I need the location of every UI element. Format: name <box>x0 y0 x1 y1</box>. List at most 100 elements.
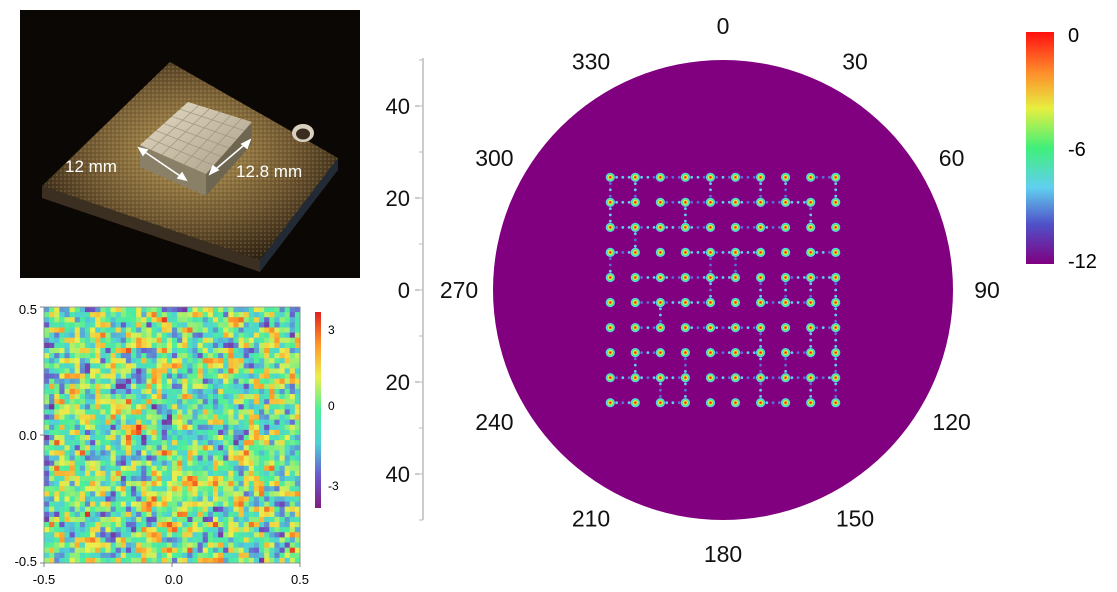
phase-cell <box>177 470 183 477</box>
phase-cell <box>115 358 122 364</box>
side-lobe <box>715 251 719 254</box>
side-lobe <box>665 401 669 405</box>
phase-cell <box>289 399 296 405</box>
phase-cell <box>228 475 234 482</box>
phase-cell <box>49 450 55 456</box>
phase-cell <box>259 491 265 497</box>
phase-cell <box>187 501 193 508</box>
phase-cell <box>202 445 209 451</box>
phase-cell <box>264 307 270 313</box>
phase-cell <box>105 424 111 431</box>
phase-cell <box>100 317 106 323</box>
phase-cell <box>136 409 142 415</box>
phase-cell <box>294 394 301 400</box>
phase-cell <box>136 475 142 482</box>
phase-cell <box>90 511 96 518</box>
phase-cell <box>269 353 275 359</box>
phase-cell <box>54 475 60 482</box>
phase-cell <box>146 491 152 497</box>
phase-cell <box>161 358 168 364</box>
phase-cell <box>289 450 296 456</box>
phase-cell <box>172 337 178 344</box>
phase-cell <box>269 347 275 354</box>
phase-cell <box>120 557 127 564</box>
phase-cell <box>49 388 55 395</box>
phase-cell <box>218 440 224 446</box>
phase-cell <box>279 491 286 497</box>
phase-cell <box>294 409 301 415</box>
phase-cell <box>115 435 122 441</box>
phase-cell <box>141 542 147 549</box>
phase-cell <box>207 460 214 467</box>
phase-cell <box>259 322 265 328</box>
phase-cell <box>264 312 270 318</box>
beam-spot <box>831 272 841 283</box>
phase-cell <box>248 501 255 508</box>
phase-cell <box>243 419 250 426</box>
phase-cell <box>166 522 173 528</box>
phase-cell <box>279 552 286 559</box>
phase-cell <box>59 440 65 446</box>
phase-cell <box>192 532 198 538</box>
phase-cell <box>182 450 188 456</box>
phase-cell <box>44 332 50 339</box>
beam-spot <box>680 272 690 283</box>
side-lobe <box>790 276 794 279</box>
phase-colorbar-tick: 0 <box>328 399 335 413</box>
phase-cell <box>264 470 270 477</box>
phase-cell <box>136 373 142 380</box>
phase-cell <box>84 378 91 385</box>
phase-cell <box>284 327 291 333</box>
phase-cell <box>54 429 60 436</box>
phase-cell <box>289 527 296 533</box>
phase-cell <box>207 501 214 508</box>
phase-cell <box>248 394 255 400</box>
beam-spot <box>630 247 640 257</box>
phase-cell <box>84 557 91 564</box>
phase-cell <box>44 450 50 456</box>
phase-cell <box>284 322 291 328</box>
side-lobe <box>615 401 618 405</box>
phase-cell <box>166 404 173 410</box>
phase-cell <box>161 429 168 436</box>
phase-cell <box>248 491 255 497</box>
phase-cell <box>115 363 122 369</box>
phase-cell <box>49 424 55 431</box>
phase-cell <box>49 307 55 313</box>
beam-spot <box>605 247 615 257</box>
phase-cell <box>207 327 214 333</box>
phase-cell <box>294 470 301 477</box>
phase-cell <box>269 317 275 323</box>
phase-cell <box>187 491 193 497</box>
phase-cell <box>44 455 50 461</box>
phase-cell <box>79 337 86 344</box>
side-lobe <box>778 401 781 405</box>
phase-cell <box>294 327 301 333</box>
phase-cell <box>90 347 96 354</box>
phase-cell <box>120 537 127 543</box>
phase-cell <box>90 404 96 410</box>
side-lobe <box>796 276 800 279</box>
phase-cell <box>131 327 137 333</box>
phase-cell <box>136 394 142 400</box>
phase-cell <box>59 388 65 395</box>
phase-cell <box>259 537 265 543</box>
phase-cell <box>49 429 55 436</box>
phase-cell <box>212 414 219 421</box>
phase-cell <box>269 307 275 313</box>
phase-cell <box>95 460 101 467</box>
phase-cell <box>49 358 55 364</box>
phase-cell <box>115 368 122 374</box>
phase-cell <box>64 542 70 549</box>
phase-cell <box>161 465 168 472</box>
phase-cell <box>202 347 209 354</box>
phase-cell <box>274 486 280 492</box>
phase-cell <box>294 440 301 446</box>
side-lobe <box>821 376 825 380</box>
phase-cell <box>274 481 280 487</box>
phase-cell <box>243 455 250 461</box>
phase-cell <box>120 353 127 359</box>
phase-cell <box>218 496 224 502</box>
phase-cell <box>248 481 255 487</box>
phase-cell <box>64 491 70 497</box>
